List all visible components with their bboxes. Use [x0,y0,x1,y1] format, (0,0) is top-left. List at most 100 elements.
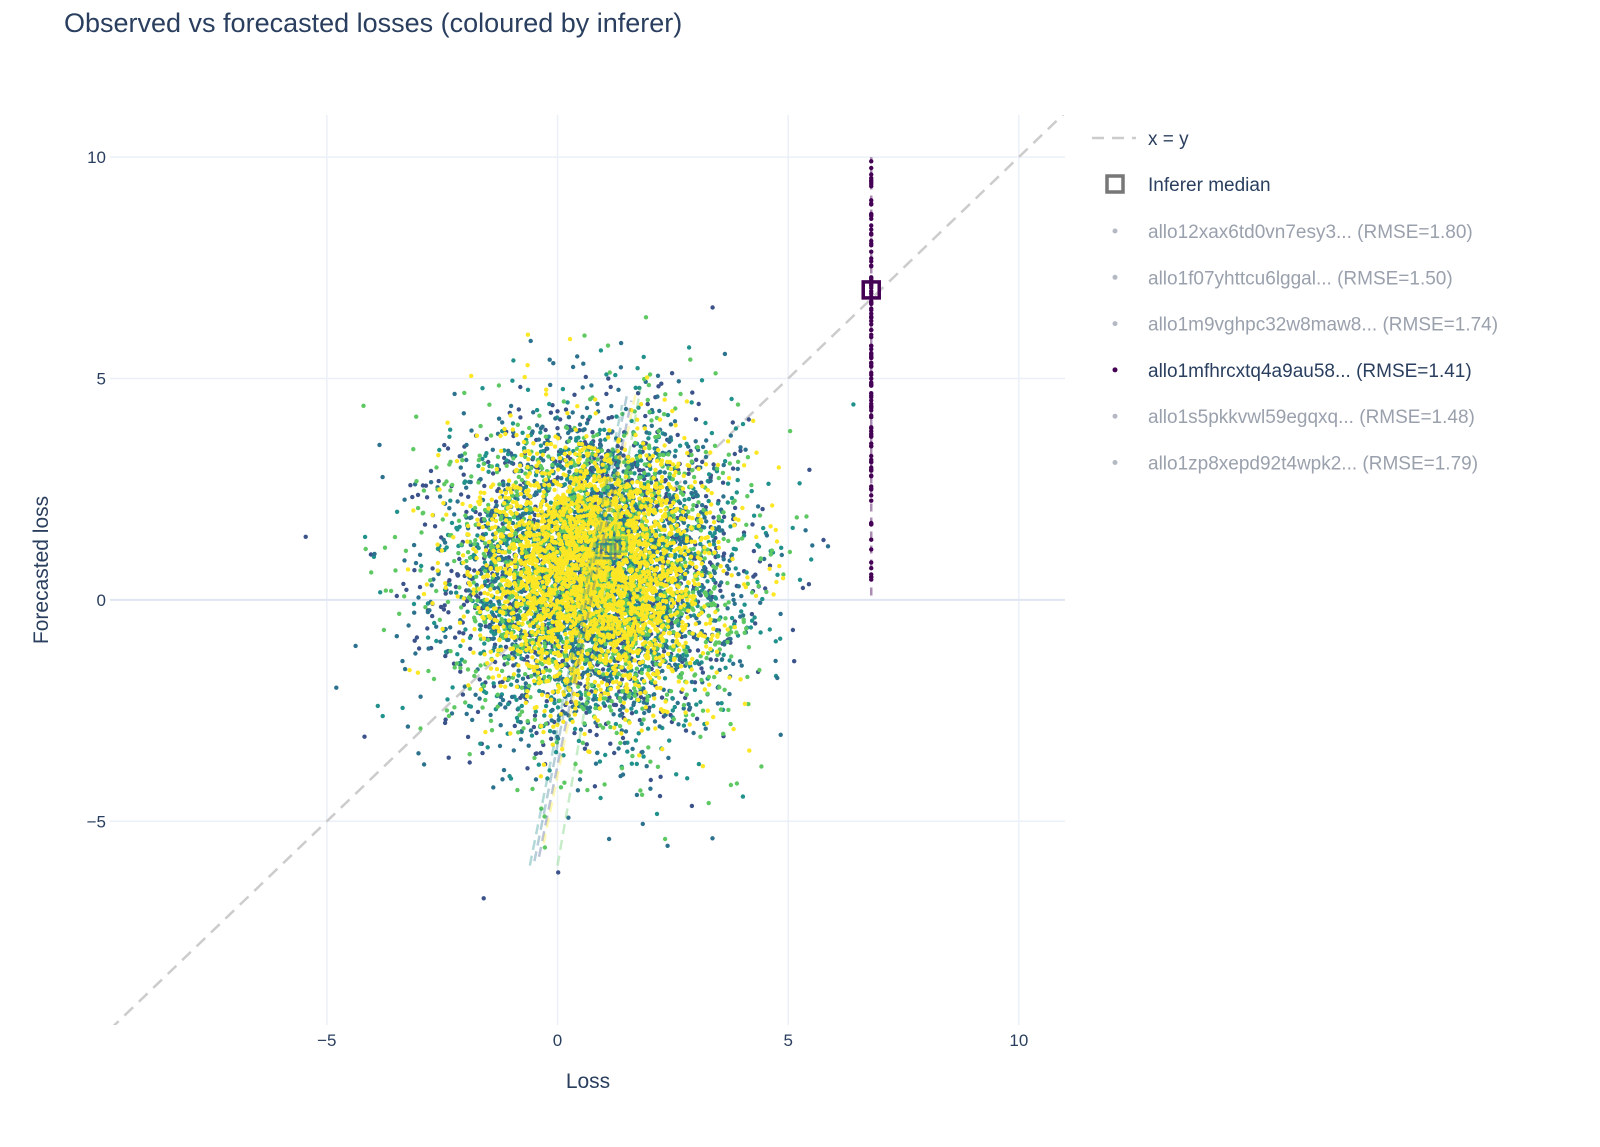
scatter-point [503,705,508,710]
scatter-point [469,515,474,520]
scatter-point [477,677,482,682]
scatter-point [537,688,542,694]
scatter-point [647,705,652,710]
scatter-point [809,557,814,562]
scatter-point [528,728,534,733]
scatter-point [498,723,503,728]
scatter-point [653,662,659,667]
scatter-point [538,426,544,431]
scatter-point [779,545,784,550]
scatter-point [721,551,727,556]
scatter-point [730,592,736,597]
scatter-point [692,673,697,678]
scatter-point [719,701,724,706]
scatter-point [749,618,755,623]
scatter-point [641,686,646,691]
scatter-point [637,385,642,391]
scatter-point [394,634,399,639]
scatter-point [607,516,612,521]
scatter-point [740,613,746,618]
scatter-point [699,378,705,383]
scatter-point [426,646,431,651]
scatter-point [550,403,555,408]
scatter-point [580,385,585,390]
scatter-point [807,467,812,472]
scatter-point [640,749,645,755]
scatter-point [636,731,641,736]
scatter-point [519,656,524,661]
scatter-point [480,456,485,462]
scatter-point [752,615,757,620]
scatter-point [790,525,795,531]
scatter-point [655,394,660,399]
scatter-point [472,604,478,609]
scatter-point [478,591,483,596]
scatter-point [733,566,738,571]
scatter-point [538,443,544,448]
scatter-point [725,639,730,645]
scatter-point [461,472,466,477]
scatter-point [516,673,521,678]
scatter-point [648,786,653,791]
scatter-point [800,585,806,591]
scatter-point [416,646,422,651]
scatter-point [377,442,382,448]
scatter-point [525,654,530,659]
scatter-point [511,456,516,461]
scatter-point [448,498,453,503]
scatter-point [522,685,528,690]
scatter-point [500,697,506,703]
scatter-point [654,811,660,817]
scatter-point [402,558,407,563]
scatter-point [749,482,754,488]
scatter-point [578,769,583,774]
scatter-point [401,581,406,587]
scatter-point [689,803,695,809]
scatter-point [449,568,454,574]
scatter-point [713,596,719,601]
scatter-point [514,697,519,702]
scatter-point [547,357,552,362]
scatter-point [674,532,679,538]
scatter-point [404,587,409,592]
scatter-point [449,520,455,526]
scatter-point [495,575,501,581]
scatter-point [728,524,733,529]
data-marks [112,115,1065,1025]
scatter-point [432,620,437,626]
scatter-point [474,574,479,579]
scatter-point [700,444,706,450]
scatter-point [427,608,432,613]
scatter-point [638,694,644,700]
scatter-point [688,448,693,454]
scatter-point [686,444,691,449]
scatter-point [711,586,717,591]
scatter-point [630,746,635,752]
scatter-point [514,678,520,684]
scatter-point [614,730,619,736]
scatter-point [478,651,483,656]
scatter-point [492,645,497,650]
scatter-point [375,703,380,709]
scatter-point [803,528,808,533]
scatter-point [665,843,670,848]
scatter-point [736,571,741,577]
scatter-point [612,468,617,473]
scatter-point [597,427,603,433]
scatter-point [645,698,650,703]
scatter-point [467,760,472,765]
scatter-point [490,508,495,513]
scatter-point [806,582,812,587]
scatter-point [481,683,487,689]
scatter-point [555,705,561,710]
scatter-point [690,390,695,395]
scatter-point [413,651,418,656]
scatter-point [449,711,455,716]
scatter-point [531,455,536,460]
scatter-point [471,580,476,585]
scatter-point [608,384,613,390]
scatter-point [482,541,488,546]
scatter-point [528,466,534,471]
scatter-point [668,422,674,427]
scatter-point [655,764,661,769]
